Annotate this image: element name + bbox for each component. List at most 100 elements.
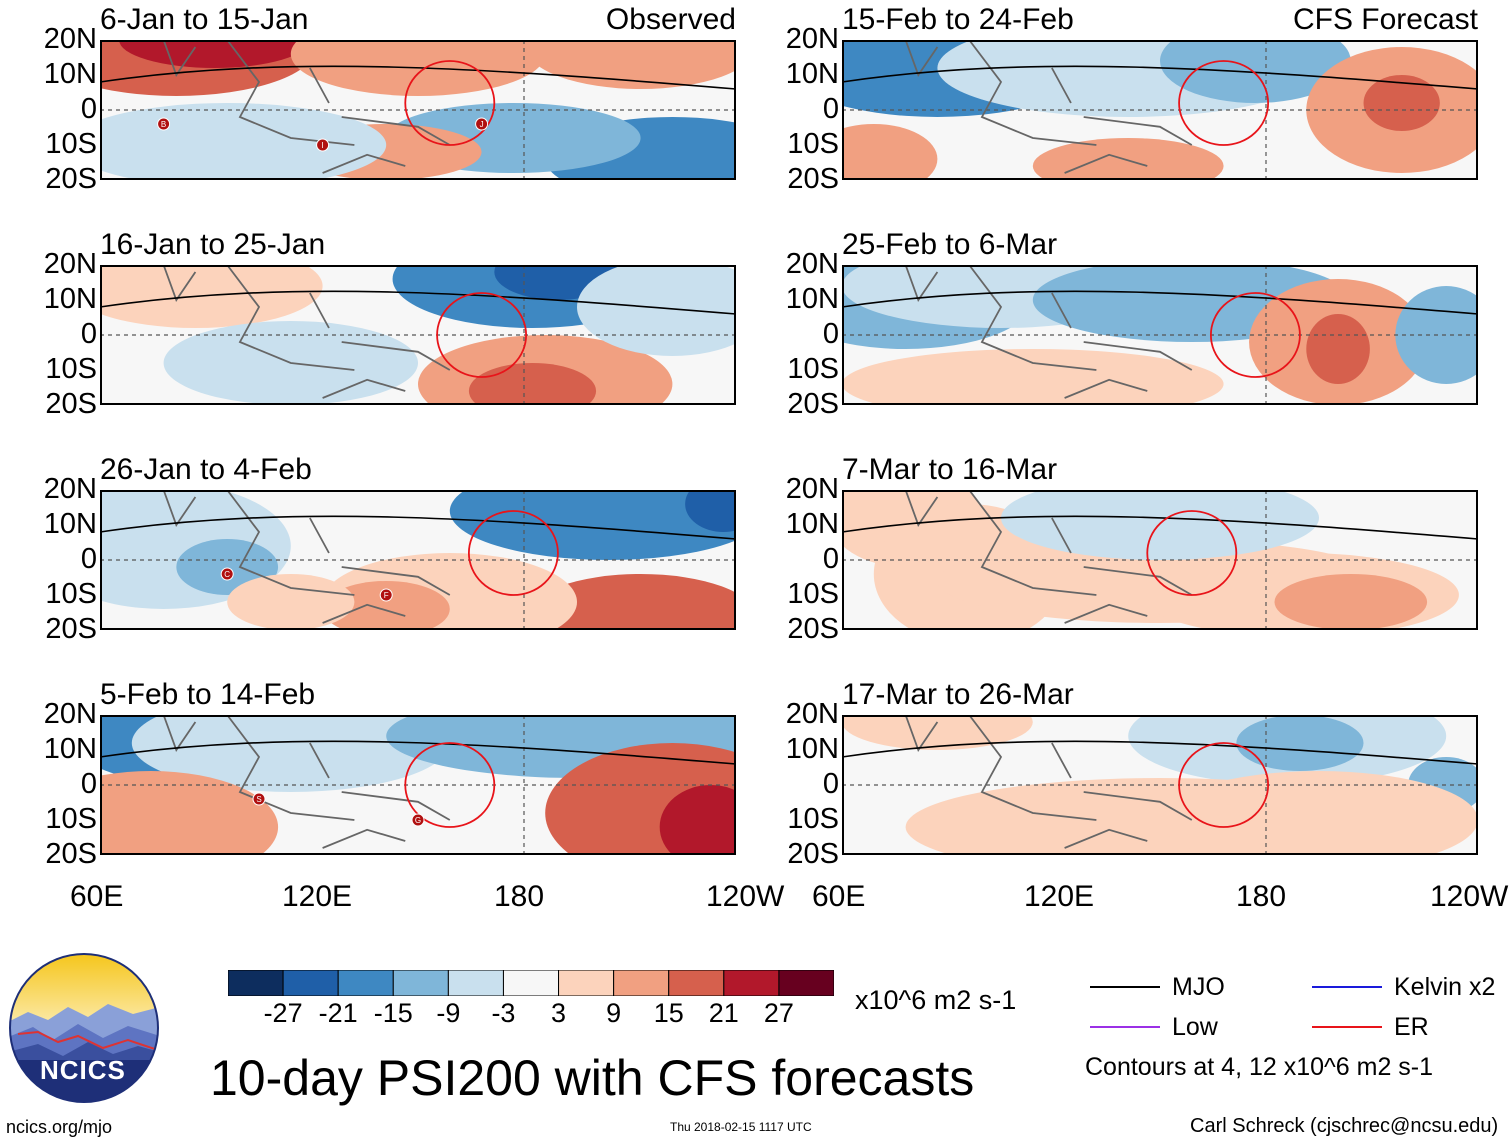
anomaly-shading [1274,574,1428,630]
colorbar-swatch [392,970,449,996]
tropical-cyclone-marker [411,813,425,827]
y-tick-label: 0 [80,93,97,125]
y-tick-label: 20N [785,698,839,730]
x-tick-label: 120W [1430,880,1509,913]
anomaly-shading [1160,40,1351,103]
anomaly-shading [449,490,736,560]
y-tick-label: 20N [785,248,839,280]
x-tick-label: 120E [1024,880,1095,913]
panel-frame [100,265,736,405]
colorbar-label: 9 [606,998,622,1028]
legend-label: MJO [1172,973,1225,1001]
panel-plot [842,40,1478,180]
anomaly-shading [131,715,450,792]
y-tick-label: 20S [787,388,839,420]
x-tick-label: 60E [812,880,866,913]
tropical-cyclone-label: I [321,141,323,150]
tropical-cyclone-marker [379,588,393,602]
legend-swatch [1312,986,1382,988]
panel-frame [842,715,1478,855]
y-tick-label: 10N [43,733,97,765]
anomaly-shading [1032,138,1224,180]
y-tick-label: 20N [43,248,97,280]
mjo-contour [100,515,736,540]
y-tick-label: 10N [43,58,97,90]
figure-title: 10-day PSI200 with CFS forecasts [210,1050,975,1106]
panel-period: 15-Feb to 24-Feb [842,3,1074,36]
ncics-logo [9,953,159,1103]
colorbar-swatch [668,970,725,996]
tropical-cyclone-marker [157,117,171,131]
er-contour [1178,60,1270,146]
anomaly-shading [577,265,736,356]
er-contour [1146,510,1238,596]
x-tick-label: 180 [494,880,545,913]
coastline [904,715,1193,849]
colorbar-swatch [502,970,560,996]
coastline [162,715,451,849]
mjo-contour [100,740,736,765]
timestamp: Thu 2018-02-15 1117 UTC [670,1120,812,1134]
panel-period: 17-Mar to 26-Mar [842,678,1074,711]
tropical-cyclone-marker [220,567,234,581]
colorbar-label: -9 [436,998,461,1028]
y-tick-label: 10N [43,283,97,315]
legend-label: ER [1394,1013,1429,1041]
y-tick-label: 20N [785,473,839,505]
colorbar-swatch [778,970,834,996]
y-tick-label: 20S [45,613,97,645]
anomaly-shading [1001,490,1319,560]
panel-plot: CF [100,490,736,630]
coastline [162,490,451,624]
y-tick-label: 10S [45,353,97,385]
y-tick-label: 0 [822,93,839,125]
colorbar-swatch [558,970,615,996]
er-contour [436,292,528,378]
mjo-contour [100,65,736,90]
y-tick-label: 10S [45,128,97,160]
er-contour [404,60,496,146]
panel-frame [842,490,1478,630]
y-tick-label: 0 [822,768,839,800]
y-tick-label: 20N [43,473,97,505]
panel-frame [100,490,736,630]
y-tick-label: 10S [787,803,839,835]
tropical-cyclone-marker [316,138,330,152]
anomaly-shading [100,771,279,855]
anomaly-shading [1236,715,1364,771]
panel-frame [842,265,1478,405]
colorbar-swatch [337,970,394,996]
er-contour [1209,292,1301,378]
colorbar-label: 3 [551,998,567,1028]
column-label-forecast: CFS Forecast [1292,3,1478,36]
colorbar-label: -15 [373,998,413,1028]
legend-swatch [1312,1026,1382,1028]
y-tick-label: 0 [822,318,839,350]
y-tick-label: 10S [787,353,839,385]
y-tick-label: 20S [787,163,839,195]
anomaly-shading [659,785,736,855]
mjo-contour [842,290,1478,315]
panel-frame [100,40,736,180]
y-tick-label: 20N [785,23,839,55]
panel-plot [842,265,1478,405]
panel-period: 26-Jan to 4-Feb [100,453,312,486]
colorbar-swatch [447,970,504,996]
anomaly-shading [842,349,1224,405]
x-tick-label: 60E [70,880,124,913]
y-tick-label: 10N [785,733,839,765]
er-contour [467,510,559,596]
x-tick-label: 180 [1236,880,1287,913]
anomaly-shading [842,715,1033,750]
er-contour [404,742,496,828]
colorbar-swatch [228,970,284,996]
tropical-cyclone-label: C [224,570,230,579]
colorbar-swatch [282,970,339,996]
er-contour [1178,742,1270,828]
anomaly-shading [842,124,938,180]
y-tick-label: 20N [43,23,97,55]
colorbar-label: 27 [763,998,794,1028]
y-tick-label: 0 [822,543,839,575]
anomaly-shading [1306,314,1370,384]
anomaly-shading [685,490,736,532]
